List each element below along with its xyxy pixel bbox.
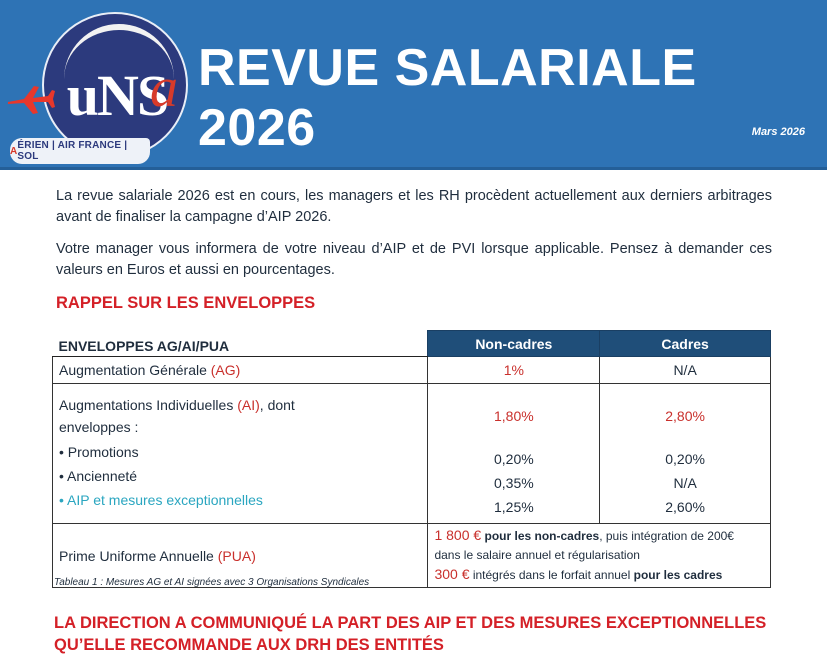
pua-line-2: dans le salaire annuel et régularisation — [434, 548, 640, 562]
value-non-cadres: 1% — [427, 356, 601, 384]
pua-line-3: 300 € intégrés dans le forfait annuel po… — [434, 565, 764, 585]
pua-details: 1 800 € pour les non-cadres, puis intégr… — [427, 523, 771, 588]
label-text-2: , dont — [259, 397, 295, 413]
ai-label: Augmentations Individuelles (AI), dont — [59, 394, 421, 416]
label-text: Prime Uniforme Annuelle — [59, 547, 218, 564]
publication-date: Mars 2026 — [751, 126, 805, 138]
intro-paragraph-1: La revue salariale 2026 est en cours, le… — [56, 188, 772, 225]
logo-letters: uNS — [66, 63, 169, 128]
table-caption: Tableau 1 : Mesures AG et AI signées ave… — [54, 577, 370, 588]
value-ai-cadres: 2,80% — [665, 408, 705, 424]
logo-circle: uNS — [42, 12, 188, 158]
table-header-non-cadres: Non-cadres — [427, 330, 601, 357]
section-title-direction: LA DIRECTION A COMMUNIQUÉ LA PART DES AI… — [54, 614, 767, 654]
airplane-icon — [8, 86, 55, 114]
row-label: Augmentations Individuelles (AI), dont e… — [51, 383, 429, 524]
label-abbr: (AG) — [210, 362, 241, 378]
pua-line-1: 1 800 € pour les non-cadres, puis intégr… — [434, 526, 764, 546]
logo-arc — [64, 24, 174, 94]
label-abbr: (PUA) — [217, 547, 256, 564]
pua-bold-text: pour les non-cadres — [481, 529, 600, 543]
pua-text: intégrés dans le forfait annuel — [469, 568, 634, 582]
value-ai-non-cadres: 1,80% — [493, 408, 534, 424]
table-row-ag: Augmentation Générale (AG) 1% N/A — [51, 356, 771, 384]
sub-item-aip: • AIP et mesures exceptionnelles — [59, 492, 263, 508]
values-cadres: 2,80% 0,20% N/A 2,60% — [599, 383, 771, 524]
value-anciennete-cadres: N/A — [673, 475, 697, 491]
unsa-logo: uNS a A ÉRIEN | AIR FRANCE | SOL — [0, 0, 200, 170]
enveloppes-table: ENVELOPPES AG/AI/PUA Non-cadres Cadres A… — [51, 330, 771, 588]
intro-paragraph-2: Votre manager vous informera de votre ni… — [56, 241, 772, 278]
value-anciennete-non-cadres: 0,35% — [493, 475, 534, 491]
banner-text: ÉRIEN | AIR FRANCE | SOL — [17, 140, 128, 162]
row-label: Augmentation Générale (AG) — [51, 356, 429, 384]
value-aip-non-cadres: 1,25% — [493, 499, 534, 515]
pua-text: , puis intégration de 200€ — [599, 529, 734, 543]
value-aip-cadres: 2,60% — [665, 499, 705, 515]
label-text: Augmentations Individuelles — [59, 397, 238, 413]
label-text: Augmentation Générale — [59, 362, 211, 378]
header-banner: uNS a A ÉRIEN | AIR FRANCE | SOL REVUE SA… — [0, 0, 827, 170]
pua-amount-non-cadres: 1 800 € — [434, 527, 482, 543]
intro-section: La revue salariale 2026 est en cours, le… — [56, 186, 772, 314]
table-row-pua: Prime Uniforme Annuelle (PUA) 1 800 € po… — [51, 523, 771, 588]
table-header-row: ENVELOPPES AG/AI/PUA Non-cadres Cadres — [52, 330, 771, 357]
pua-amount-cadres: 300 € — [434, 566, 470, 582]
sub-item-promotions: • Promotions — [59, 444, 139, 460]
value-promotions-non-cadres: 0,20% — [493, 451, 534, 467]
section-title-enveloppes: RAPPEL SUR LES ENVELOPPES — [56, 294, 316, 312]
pua-bold-text: pour les cadres — [633, 568, 723, 582]
logo-banner: A ÉRIEN | AIR FRANCE | SOL — [10, 138, 150, 164]
value-promotions-cadres: 0,20% — [665, 451, 705, 467]
values-non-cadres: 1,80% 0,20% 0,35% 1,25% — [427, 383, 601, 524]
page-title: REVUE SALARIALE 2026 — [198, 39, 697, 157]
banner-accent-letter: A — [10, 145, 18, 157]
table-header-label: ENVELOPPES AG/AI/PUA — [52, 330, 428, 357]
ai-label-line-2: enveloppes : — [59, 419, 139, 435]
label-abbr: (AI) — [237, 397, 260, 413]
sub-item-anciennete: • Ancienneté — [59, 468, 138, 484]
table-row-ai: Augmentations Individuelles (AI), dont e… — [51, 383, 771, 524]
row-label: Prime Uniforme Annuelle (PUA) — [51, 523, 429, 588]
value-cadres: N/A — [599, 356, 771, 384]
logo-accent-letter: a — [150, 57, 178, 119]
table-header-cadres: Cadres — [599, 330, 771, 357]
